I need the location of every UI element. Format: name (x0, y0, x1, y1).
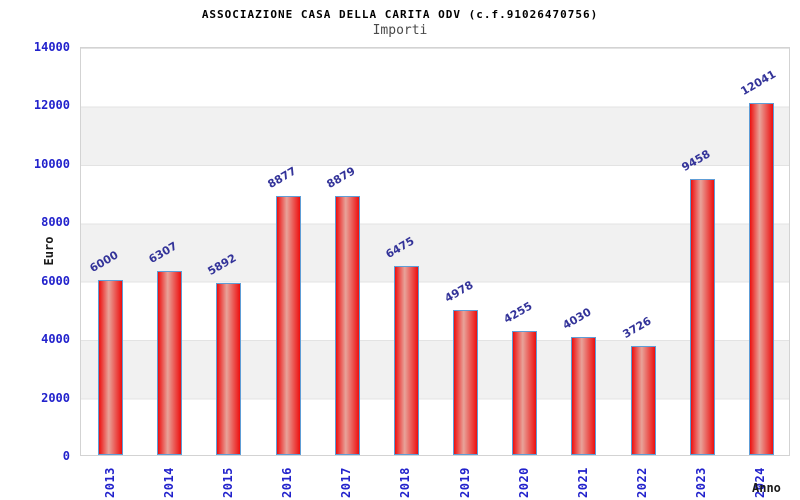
x-tick-label-2013: 2013 (102, 467, 117, 498)
chart-title: ASSOCIAZIONE CASA DELLA CARITA ODV (c.f.… (201, 8, 599, 21)
bar-value-label: 5892 (205, 251, 239, 278)
bar-2013 (98, 279, 124, 455)
x-tick-label-2016: 2016 (280, 467, 295, 498)
bar-value-label: 9458 (679, 147, 713, 174)
x-tick-label-2017: 2017 (339, 467, 354, 498)
bar-value-label: 4030 (560, 305, 594, 333)
bar-value-label: 6307 (146, 239, 180, 266)
bar-2020 (512, 330, 538, 455)
y-tick-label: 12000 (33, 98, 70, 113)
x-tick-label-2020: 2020 (516, 467, 531, 498)
x-tick-label-2015: 2015 (220, 467, 235, 498)
y-tick-label: 10000 (33, 156, 70, 171)
x-tick-label-2022: 2022 (635, 467, 650, 498)
bar-2019 (453, 309, 479, 455)
bar-2016 (275, 195, 301, 455)
bar-2023 (689, 178, 715, 455)
bar-2017 (334, 195, 360, 455)
bar-2022 (630, 346, 656, 455)
bar-value-label: 6475 (383, 234, 417, 261)
y-tick-label: 4000 (41, 332, 70, 347)
y-tick-label: 14000 (33, 40, 70, 54)
bar-value-label: 4255 (501, 299, 535, 326)
y-tick-label: 2000 (41, 390, 70, 405)
bar-2014 (157, 270, 183, 455)
bar-2024 (748, 103, 774, 455)
chart-subtitle: Importi (372, 23, 428, 38)
x-axis-title: Anno (752, 481, 781, 495)
bar-value-label: 8879 (324, 164, 358, 191)
bar-value-label: 8877 (265, 164, 299, 191)
bar-2018 (393, 265, 419, 455)
bar-value-label: 3726 (620, 314, 654, 342)
y-tick-label: 8000 (41, 215, 70, 230)
x-tick-label-2021: 2021 (575, 467, 590, 498)
y-tick-label: 6000 (41, 273, 70, 288)
x-tick-label-2014: 2014 (161, 467, 176, 498)
y-tick-label: 0 (62, 449, 70, 463)
y-axis-title: Euro (42, 236, 56, 266)
bar-2021 (571, 337, 597, 455)
x-tick-label-2019: 2019 (457, 467, 472, 498)
plot-area: 6000 6307 5892 8877 8879 6475 4978 4255 4030 3726… (80, 47, 790, 456)
x-tick-label-2023: 2023 (694, 467, 709, 498)
bar-value-label: 12041 (738, 67, 779, 99)
bar-value-label: 4978 (442, 278, 476, 305)
bar-value-label: 6000 (87, 248, 121, 275)
bar-2015 (216, 282, 242, 455)
x-tick-label-2018: 2018 (398, 467, 413, 498)
